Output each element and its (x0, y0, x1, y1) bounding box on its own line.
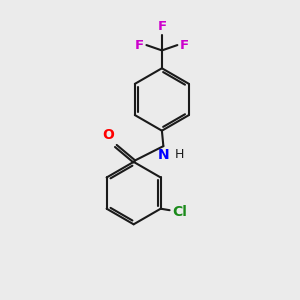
Text: N: N (158, 148, 169, 162)
Text: O: O (102, 128, 114, 142)
Text: F: F (157, 20, 167, 34)
Text: H: H (175, 148, 184, 160)
Text: Cl: Cl (172, 205, 188, 219)
Text: F: F (180, 39, 189, 52)
Text: F: F (135, 39, 144, 52)
